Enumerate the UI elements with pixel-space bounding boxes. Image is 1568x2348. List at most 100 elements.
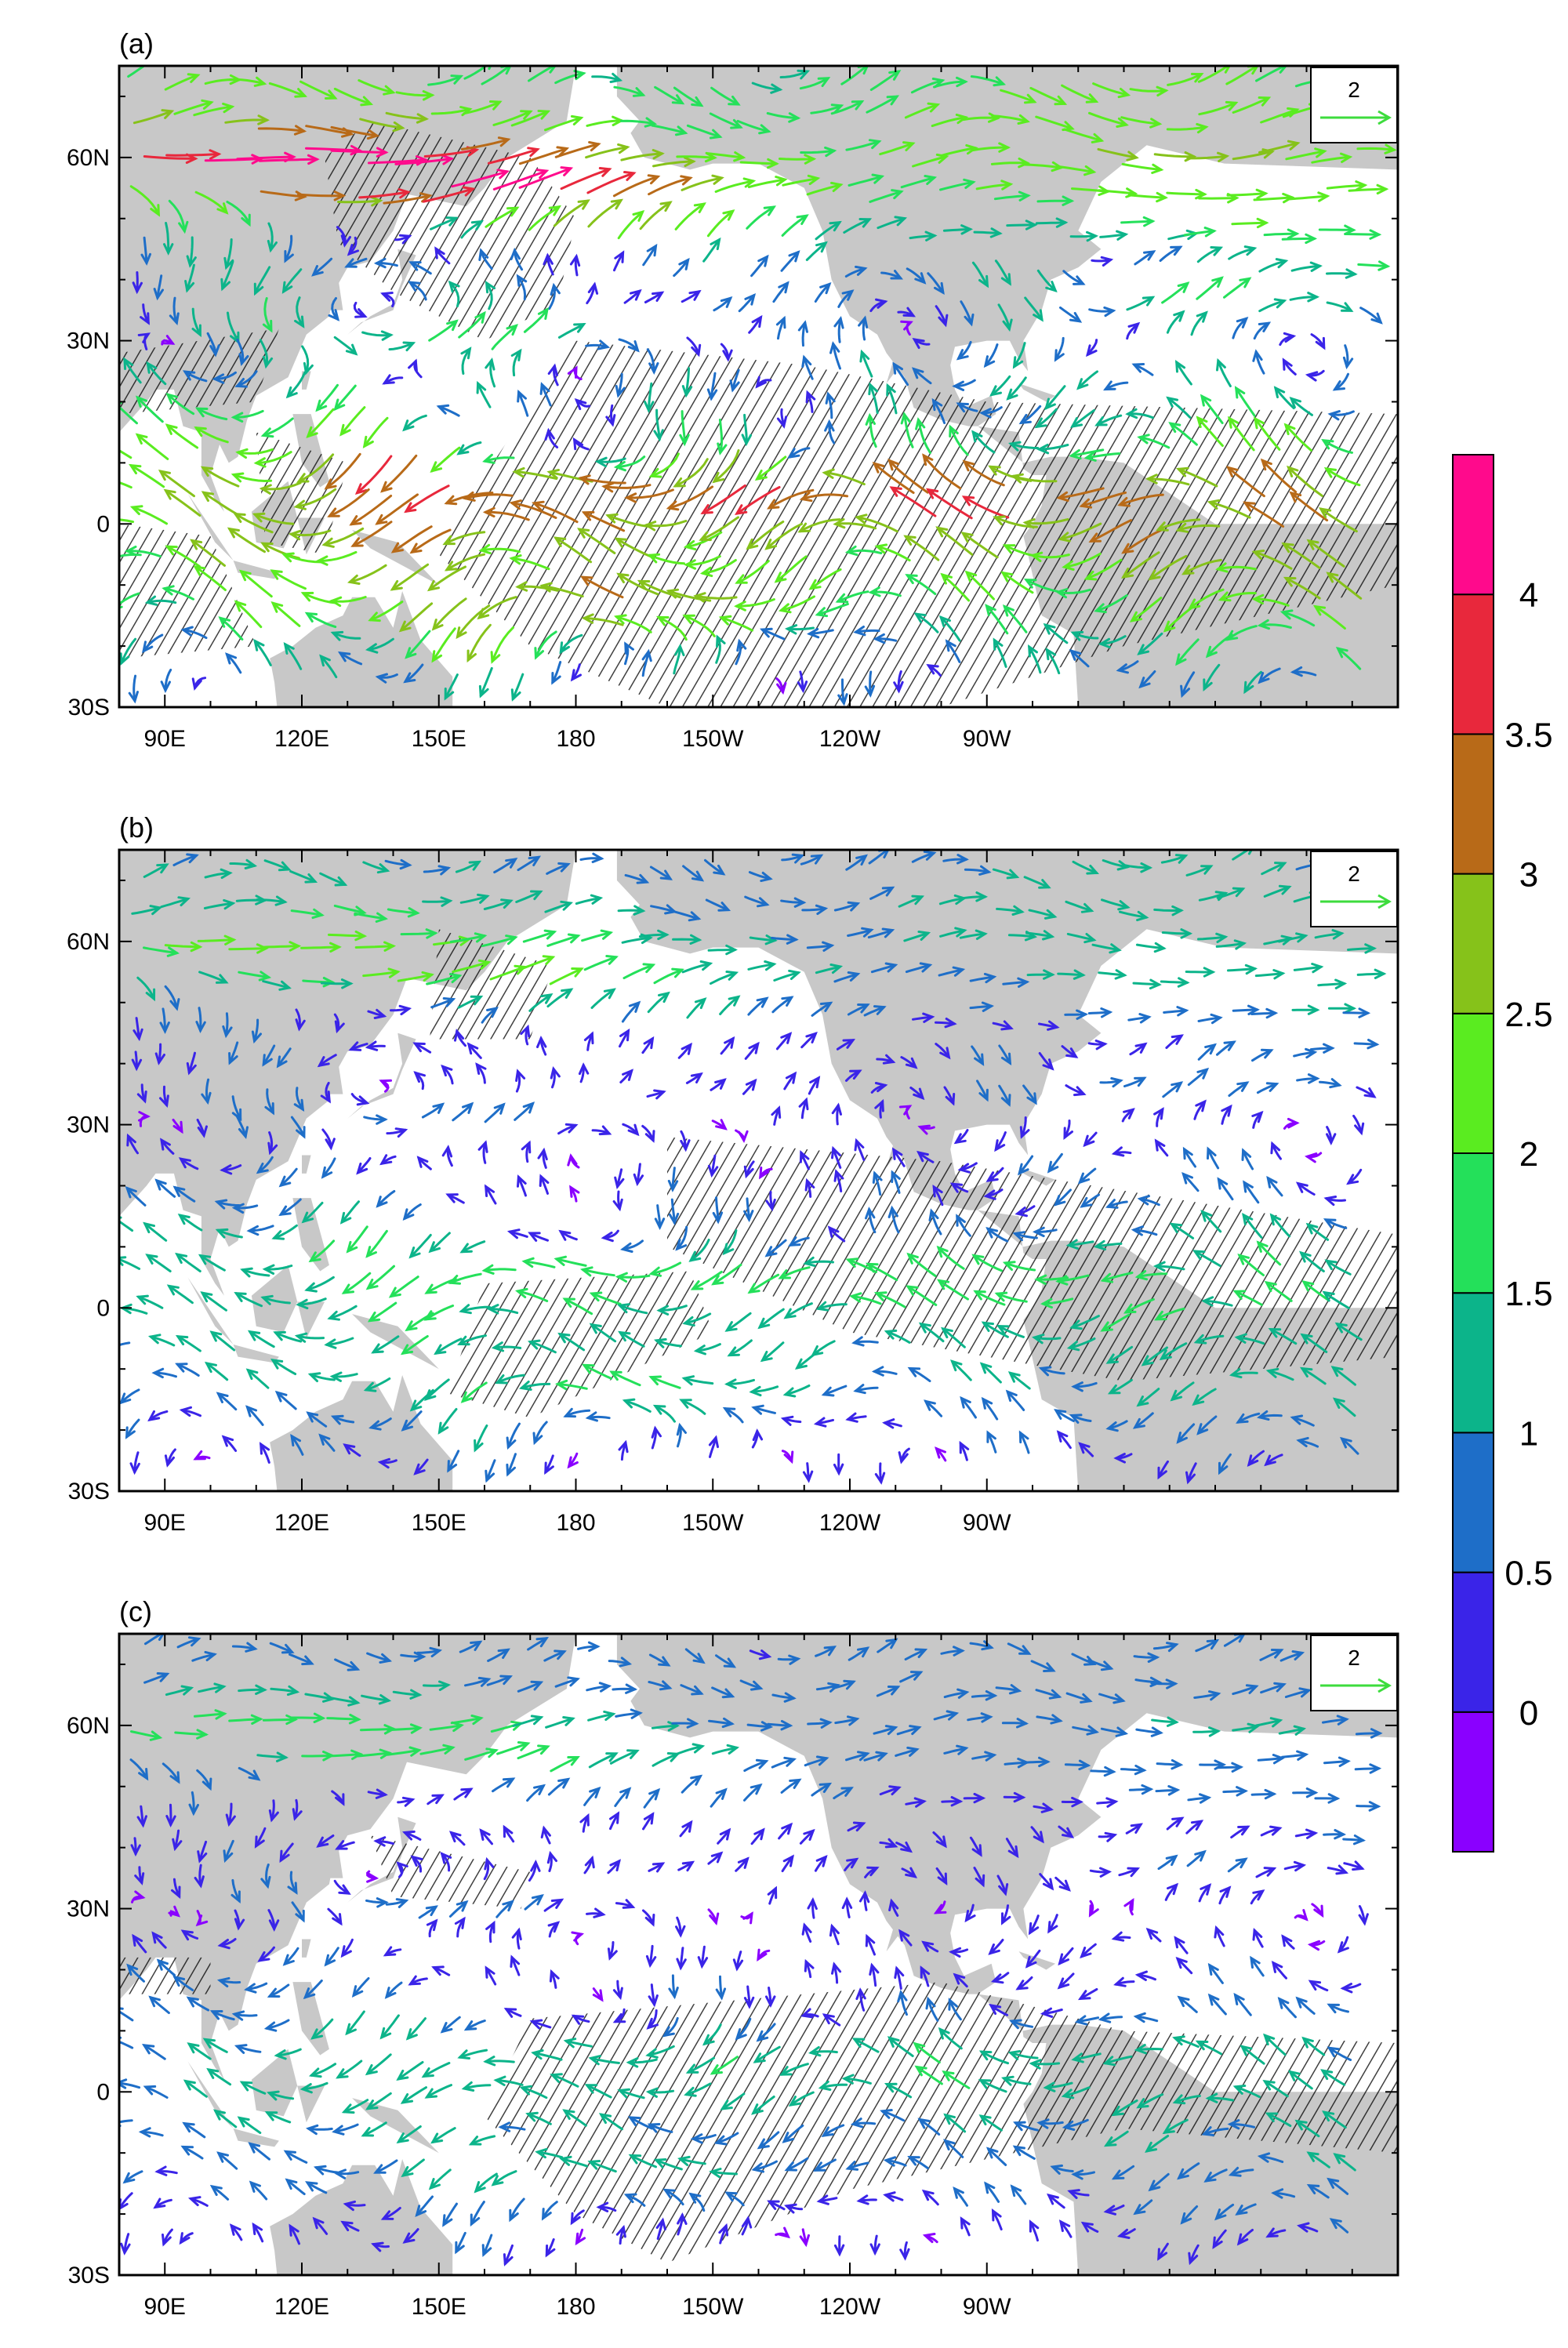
land-mass xyxy=(1018,383,1056,402)
wind-vectors xyxy=(119,1634,1384,2266)
land-mass xyxy=(187,2061,234,2128)
land-mass xyxy=(187,1277,234,1345)
significance-hatching xyxy=(667,1137,1398,1381)
colorbar-label: 3 xyxy=(1519,856,1538,895)
colorbar-segment xyxy=(1452,454,1494,596)
significance-hatching xyxy=(119,1957,211,1994)
land-mass xyxy=(297,2085,325,2123)
colorbar-label: 4 xyxy=(1519,576,1538,615)
longitude-tick-label: 120E xyxy=(274,1510,329,1536)
significance-hatching xyxy=(325,121,576,341)
reference-vector-label: 2 xyxy=(1348,1646,1360,1670)
reference-vector-label: 2 xyxy=(1348,862,1360,886)
colorbar: 0 0.5 1 1.5 2 2.5 3 3.5 4 xyxy=(1452,454,1553,1853)
colorbar-label: 2.5 xyxy=(1504,996,1552,1034)
reference-vector-box: 2 xyxy=(1310,1635,1398,1711)
land-mass xyxy=(886,1118,924,1168)
colorbar-label: 1 xyxy=(1519,1414,1538,1453)
land-mass xyxy=(270,2159,453,2275)
map-panel: 90E 120E 150E 180 150W 120W 90W 60N 30N 0 30S (a) 2 xyxy=(67,27,1399,752)
colorbar-segment xyxy=(1452,1432,1494,1573)
longitude-tick-label: 120E xyxy=(274,726,329,752)
land-mass xyxy=(187,493,234,561)
longitude-tick-label: 120W xyxy=(819,2294,881,2320)
panel-label: (b) xyxy=(119,811,154,844)
map-panel: 90E 120E 150E 180 150W 120W 90W 60N 30N 0 30S (c) 2 xyxy=(67,1595,1399,2320)
latitude-tick-label: 0 xyxy=(96,511,110,537)
map-panel: 90E 120E 150E 180 150W 120W 90W 60N 30N 0 30S (b) 2 xyxy=(67,811,1399,1536)
reference-vector-box: 2 xyxy=(1310,67,1398,143)
wind-vectors xyxy=(119,850,1387,1485)
colorbar-segment xyxy=(1452,1711,1494,1853)
land-mass xyxy=(347,1032,416,1119)
latitude-tick-label: 30N xyxy=(67,1896,110,1922)
colorbar-label: 0 xyxy=(1519,1694,1538,1733)
longitude-tick-label: 150E xyxy=(412,726,466,752)
longitude-tick-label: 90W xyxy=(963,2294,1011,2320)
land-mass xyxy=(352,2098,439,2154)
latitude-tick-label: 30S xyxy=(68,695,110,720)
colorbar-label: 3.5 xyxy=(1504,716,1552,754)
significance-hatching xyxy=(438,340,1398,707)
longitude-tick-label: 90E xyxy=(144,2294,186,2320)
significance-hatching xyxy=(119,328,279,415)
land-mass xyxy=(1018,1951,1056,1970)
land-mass xyxy=(119,1634,576,2080)
land-mass xyxy=(302,1939,311,1958)
colorbar-segment xyxy=(1452,593,1494,735)
longitude-tick-label: 120W xyxy=(819,1510,881,1536)
colorbar-segment xyxy=(1452,1012,1494,1155)
latitude-tick-label: 30S xyxy=(68,2263,110,2288)
land-mass xyxy=(251,1265,298,1333)
land-mass xyxy=(270,1375,453,1491)
land-mass xyxy=(328,1847,343,1878)
significance-hatching xyxy=(485,1982,1398,2263)
latitude-tick-label: 30N xyxy=(67,1112,110,1138)
colorbar-segment xyxy=(1452,733,1494,875)
land-mass xyxy=(352,1314,439,1370)
colorbar-label: 1.5 xyxy=(1504,1275,1552,1313)
latitude-tick-label: 60N xyxy=(67,1713,110,1739)
land-mass xyxy=(233,1345,279,1363)
latitude-tick-label: 0 xyxy=(96,2079,110,2105)
longitude-tick-label: 120W xyxy=(819,726,881,752)
colorbar-segment xyxy=(1452,1571,1494,1713)
land-mass xyxy=(886,1902,924,1952)
longitude-tick-label: 150E xyxy=(412,2294,466,2320)
longitude-tick-label: 180 xyxy=(556,2294,595,2320)
latitude-tick-label: 30S xyxy=(68,1479,110,1504)
reference-vector-box: 2 xyxy=(1310,851,1398,927)
land-mass xyxy=(328,1063,343,1094)
longitude-tick-label: 90E xyxy=(144,726,186,752)
longitude-tick-label: 90W xyxy=(963,726,1011,752)
longitude-tick-label: 180 xyxy=(556,726,595,752)
longitude-tick-label: 150E xyxy=(412,1510,466,1536)
colorbar-segment xyxy=(1452,1152,1494,1294)
latitude-tick-label: 60N xyxy=(67,929,110,955)
latitude-tick-label: 30N xyxy=(67,328,110,354)
panel-label: (c) xyxy=(119,1595,152,1628)
longitude-tick-label: 150W xyxy=(682,726,744,752)
colorbar-label: 2 xyxy=(1519,1135,1538,1174)
longitude-tick-label: 180 xyxy=(556,1510,595,1536)
panel-label: (a) xyxy=(119,27,154,60)
latitude-tick-label: 60N xyxy=(67,145,110,171)
significance-hatching xyxy=(370,1835,531,1909)
significance-hatching xyxy=(448,1271,713,1418)
longitude-tick-label: 150W xyxy=(682,1510,744,1536)
land-mass xyxy=(347,1816,416,1903)
land-mass xyxy=(297,1301,325,1339)
colorbar-segment xyxy=(1452,1292,1494,1434)
colorbar-segment xyxy=(1452,873,1494,1014)
reference-vector-label: 2 xyxy=(1348,78,1360,102)
longitude-tick-label: 90E xyxy=(144,1510,186,1536)
land-mass xyxy=(233,2128,279,2147)
longitude-tick-label: 150W xyxy=(682,2294,744,2320)
land-mass xyxy=(302,1155,311,1174)
colorbar-label: 0.5 xyxy=(1504,1555,1552,1593)
latitude-tick-label: 0 xyxy=(96,1295,110,1321)
land-mass xyxy=(616,66,1398,426)
land-mass xyxy=(251,2049,298,2117)
significance-hatching xyxy=(430,929,554,1040)
